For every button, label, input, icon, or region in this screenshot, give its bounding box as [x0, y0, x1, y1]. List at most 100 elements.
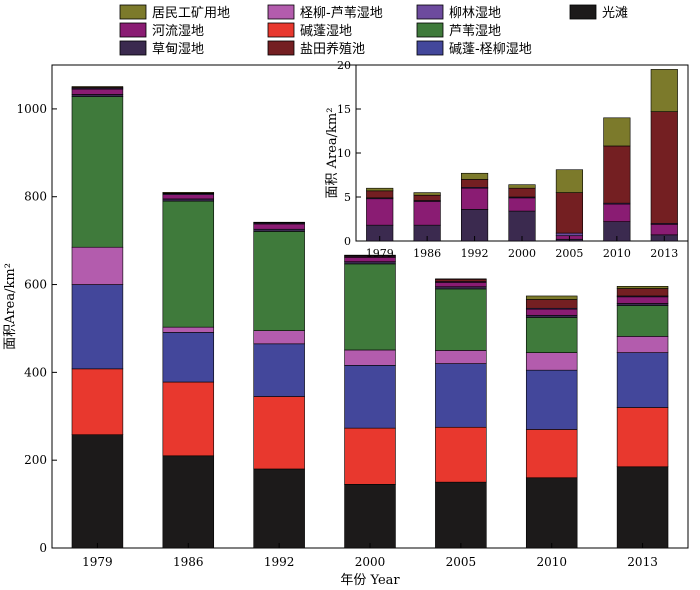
bar-segment [650, 69, 678, 112]
bar-segment [525, 314, 578, 318]
bar-segment [344, 263, 396, 351]
bar-segment [253, 468, 305, 549]
bar-segment [650, 223, 678, 236]
x-tick-label: 1992 [264, 555, 295, 569]
bar-segment [616, 336, 669, 353]
bar-segment [71, 94, 124, 97]
x-tick-label: 2000 [508, 247, 536, 260]
bar-segment [162, 200, 215, 328]
x-tick-label: 2010 [603, 247, 631, 260]
x-tick-label: 2005 [555, 247, 583, 260]
bar-segment [435, 282, 487, 288]
bar-segment [435, 278, 487, 282]
legend-label: 柽柳-芦苇湿地 [300, 6, 383, 21]
bar-segment [525, 429, 578, 479]
legend-label: 居民工矿用地 [152, 6, 230, 21]
bar-segment [413, 201, 441, 226]
bar-segment [71, 246, 124, 285]
y-tick-label: 1000 [16, 102, 47, 116]
x-tick-label: 2010 [536, 555, 567, 569]
bar-segment [71, 96, 124, 248]
bar-segment [435, 363, 487, 428]
y-tick-label: 600 [24, 278, 47, 292]
inset-chart: 0 5 10 15 20 1979 1986 1992 2000 2005 2010 2013 面积 A… [325, 59, 689, 260]
bar-segment [71, 88, 124, 95]
legend-item: 居民工矿用地 [119, 4, 230, 21]
bar-segment [508, 197, 536, 212]
bar-segment [344, 261, 396, 265]
bar-segment [162, 198, 215, 202]
bar-segment [344, 349, 396, 366]
bar-segment [555, 169, 584, 193]
bar-segment [616, 305, 669, 337]
legend-label: 光滩 [602, 6, 628, 21]
bar-segment [344, 484, 396, 549]
x-axis-title: 年份 Year [340, 573, 400, 588]
legend-item: 盐田养殖池 [267, 40, 365, 57]
legend-swatch [267, 4, 295, 20]
legend-swatch [416, 4, 444, 20]
bar-segment [413, 194, 441, 201]
bar-segment [435, 426, 487, 483]
legend-item: 碱蓬湿地 [267, 22, 352, 39]
x-tick-label: 1979 [366, 247, 394, 260]
bar-segment [253, 228, 305, 232]
y-axis-title: 面积Area/km² [3, 263, 18, 350]
legend-label: 河流湿地 [152, 24, 204, 39]
bar-segment [603, 145, 631, 204]
x-tick-label: 1986 [413, 247, 441, 260]
bar-segment [616, 286, 669, 289]
bar-segment [344, 427, 396, 485]
x-tick-label: 2013 [650, 247, 678, 260]
main-chart: 0 200 400 600 800 1000 1979 1986 1992 2000 2005 201… [3, 64, 689, 588]
legend-item: 草甸湿地 [119, 40, 204, 57]
legend-swatch [569, 4, 597, 20]
y-tick-label: 5 [344, 191, 351, 204]
bar-segment [460, 187, 489, 210]
bar-segment [508, 184, 536, 189]
x-tick-label: 2013 [627, 555, 658, 569]
x-tick-label: 2005 [446, 555, 477, 569]
y-tick-label: 0 [39, 541, 47, 555]
bar-segment [71, 368, 124, 436]
y-tick-label: 10 [337, 147, 351, 160]
legend-item: 河流湿地 [119, 22, 204, 39]
legend-label: 碱蓬-柽柳湿地 [449, 42, 532, 57]
bar-segment [525, 477, 578, 549]
bar-segment [366, 198, 394, 226]
bar-segment [525, 369, 578, 430]
x-tick-label: 1979 [82, 555, 113, 569]
y-tick-label: 800 [24, 190, 47, 204]
bar-segment [162, 332, 215, 383]
bar-segment [435, 286, 487, 290]
legend-swatch [119, 4, 147, 20]
bar-segment [413, 192, 441, 196]
bar-segment [555, 192, 584, 234]
legend-swatch [416, 22, 444, 38]
x-tick-label: 1992 [461, 247, 489, 260]
legend-label: 碱蓬湿地 [300, 24, 352, 39]
legend-item: 光滩 [569, 4, 628, 21]
bar-segment [555, 232, 584, 237]
bar-segment [253, 231, 305, 331]
bar-segment [616, 296, 669, 304]
bar-segment [616, 466, 669, 549]
bar-segment [366, 190, 394, 199]
bar-segment [616, 352, 669, 408]
y-tick-label: 20 [337, 59, 351, 72]
bar-segment [460, 209, 489, 242]
y-axis-title: 面积 Area/km² [325, 108, 340, 199]
bar-segment [366, 187, 394, 192]
bar-segment [162, 381, 215, 457]
legend-label: 柳林湿地 [449, 6, 501, 21]
bar-segment [525, 295, 578, 300]
bar-segment [616, 303, 669, 306]
bar-segment [71, 284, 124, 370]
x-tick-label: 2000 [355, 555, 386, 569]
legend-item: 碱蓬-柽柳湿地 [416, 40, 532, 57]
bar-segment [162, 192, 215, 194]
bar-segment [603, 117, 631, 147]
y-tick-label: 400 [24, 365, 47, 379]
legend-item: 芦苇湿地 [416, 22, 501, 39]
